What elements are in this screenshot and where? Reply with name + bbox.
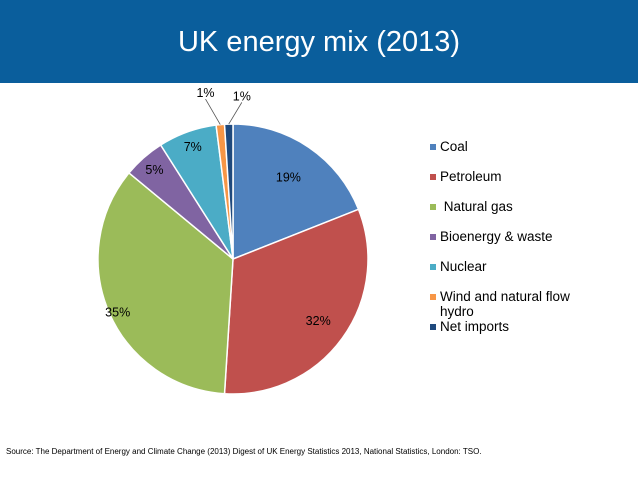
data-label-net-imports: 1% [233,89,251,103]
legend-label-natural-gas: Natural gas [440,199,513,214]
leader-line-wind-hydro [205,98,221,125]
data-label-wind-hydro: 1% [196,86,214,100]
legend-label-bioenergy: Bioenergy & waste [440,229,553,244]
legend-label-coal: Coal [440,139,468,154]
legend-swatch-natural-gas [430,204,436,210]
data-label-nuclear: 7% [184,140,202,154]
leader-line-net-imports [228,102,243,125]
pie-slice-petroleum [223,208,369,395]
legend-swatch-petroleum [430,174,436,180]
legend-label-nuclear: Nuclear [440,259,487,274]
pie-slice-coal [232,123,360,261]
source-note: Source: The Department of Energy and Cli… [6,447,482,456]
legend-swatch-wind-hydro [430,294,436,300]
legend-label-wind-hydro: Wind and natural flow hydro [440,289,570,319]
legend-swatch-coal [430,144,436,150]
legend-swatch-net-imports [430,324,436,330]
pie-slice-net-imports [223,123,234,260]
chart-title: UK energy mix (2013) [177,26,461,58]
pie-chart: 19% 32% 35% 5% 7% 1% 1% [97,86,369,395]
title-bar: UK energy mix (2013) [0,0,638,83]
data-label-bioenergy: 5% [145,163,163,177]
legend-label-petroleum: Petroleum [440,169,502,184]
pie-slice-natural-gas [97,171,234,395]
legend-swatch-nuclear [430,264,436,270]
data-label-coal: 19% [276,170,301,184]
legend-label-net-imports: Net imports [440,319,510,334]
data-label-petroleum: 32% [306,314,331,328]
legend-swatch-bioenergy [430,234,436,240]
data-label-natural-gas: 35% [105,306,130,320]
